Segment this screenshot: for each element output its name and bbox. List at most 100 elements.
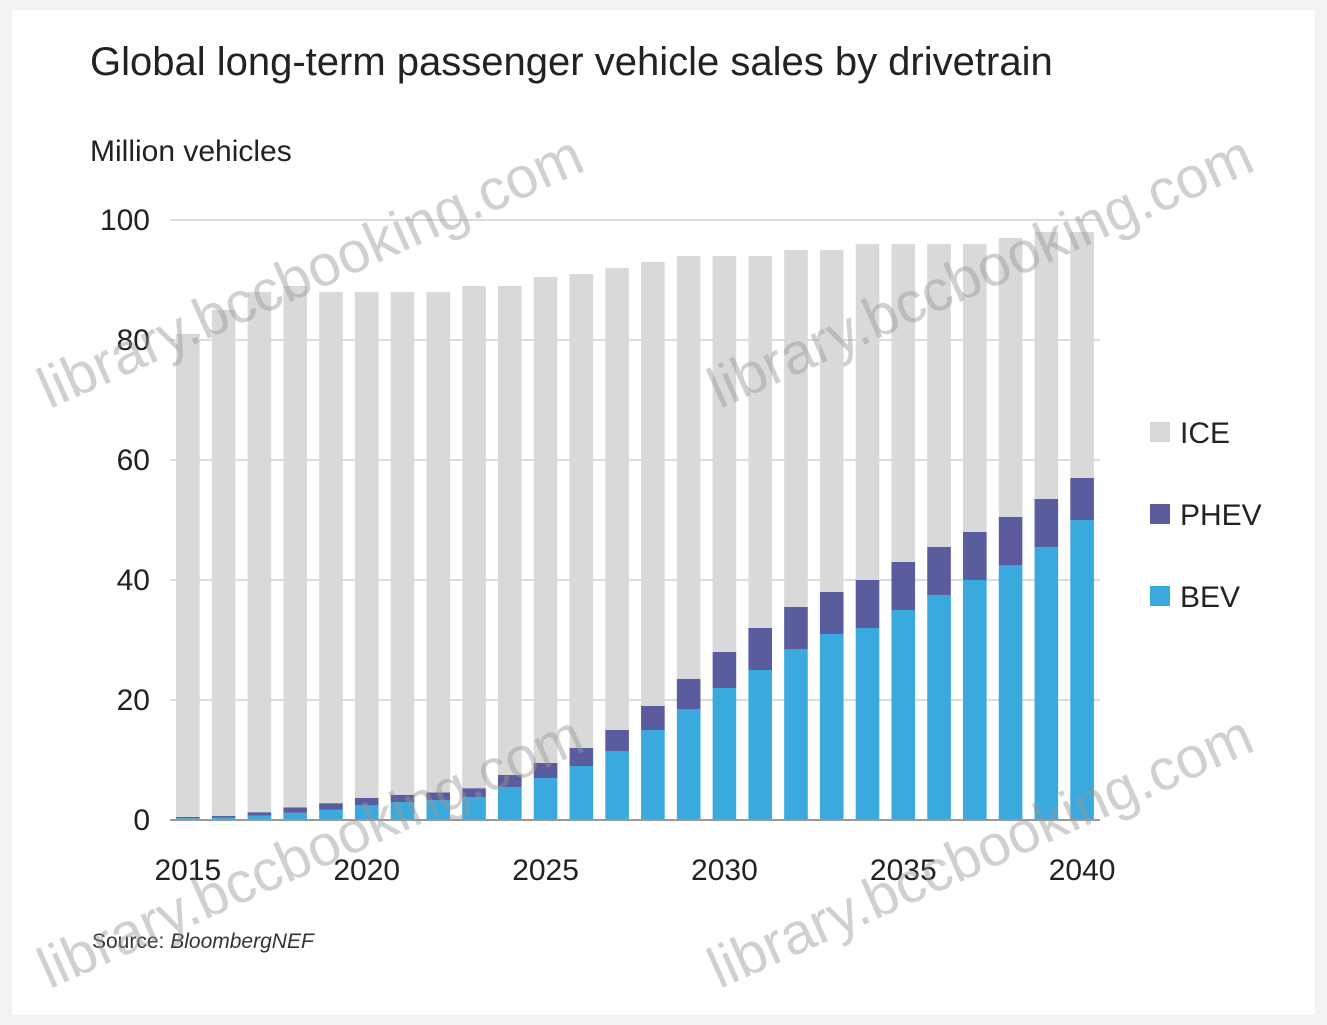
bar-phev-2033 — [819, 592, 844, 634]
bar-ice-2017 — [247, 292, 272, 813]
bar-ice-2024 — [498, 286, 522, 775]
bar-phev-2027 — [605, 730, 629, 751]
bar-ice-2039 — [1034, 232, 1059, 499]
bar-phev-2020 — [354, 797, 379, 805]
x-tick-label: 2015 — [155, 854, 222, 887]
bar-phev-2030 — [712, 652, 737, 688]
bar-phev-2026 — [569, 748, 594, 766]
bar-phev-2025 — [533, 763, 558, 778]
bar-bev-2018 — [283, 812, 307, 820]
bar-bev-2038 — [998, 565, 1023, 820]
bar-ice-2025 — [533, 277, 558, 763]
bar-ice-2019 — [319, 292, 343, 804]
source-note: Source: BloombergNEF — [92, 930, 314, 954]
x-tick-label: 2020 — [333, 854, 400, 887]
bar-ice-2022 — [426, 292, 451, 793]
bar-phev-2034 — [855, 580, 880, 628]
bar-phev-2029 — [676, 679, 701, 709]
bar-phev-2019 — [319, 803, 343, 810]
bar-bev-2027 — [605, 751, 629, 820]
bar-bev-2031 — [748, 670, 772, 820]
bar-ice-2034 — [855, 244, 880, 580]
bar-ice-2032 — [784, 250, 808, 607]
x-tick-label: 2035 — [870, 854, 937, 887]
bar-ice-2040 — [1070, 232, 1094, 478]
bar-bev-2021 — [390, 802, 415, 820]
y-tick-label: 80 — [117, 324, 150, 357]
bar-phev-2015 — [176, 817, 200, 819]
legend-label-bev: BEV — [1180, 581, 1240, 614]
bar-ice-2027 — [605, 268, 629, 730]
legend: ICE PHEV BEV — [1150, 417, 1262, 614]
legend-swatch-phev — [1150, 504, 1170, 524]
bar-ice-2035 — [891, 244, 916, 562]
chart-title: Global long-term passenger vehicle sales… — [90, 40, 1053, 84]
bar-bev-2033 — [819, 634, 844, 820]
bar-ice-2021 — [390, 292, 415, 795]
bar-bev-2039 — [1034, 547, 1059, 820]
bar-bev-2034 — [855, 628, 880, 820]
x-tick-label: 2025 — [512, 854, 579, 887]
bar-bev-2030 — [712, 688, 737, 820]
bar-ice-2031 — [748, 256, 772, 628]
bar-bev-2037 — [963, 580, 987, 820]
y-tick-label: 100 — [100, 204, 150, 237]
legend-swatch-ice — [1150, 422, 1170, 442]
y-tick-label: 60 — [117, 444, 150, 477]
y-axis-unit-label: Million vehicles — [90, 135, 292, 168]
bar-ice-2028 — [641, 262, 665, 706]
legend-label-phev: PHEV — [1180, 499, 1262, 532]
x-tick-label: 2040 — [1049, 854, 1116, 887]
bar-bev-2017 — [247, 815, 272, 820]
bars — [176, 232, 1094, 820]
bar-ice-2023 — [462, 286, 486, 789]
x-axis: 2015 2020 2025 2030 2035 2040 — [155, 819, 1116, 887]
bar-bev-2035 — [891, 610, 916, 820]
y-tick-label: 20 — [117, 684, 150, 717]
bar-bev-2026 — [569, 766, 594, 820]
bar-bev-2029 — [676, 709, 701, 820]
bar-phev-2024 — [498, 775, 522, 787]
bar-phev-2038 — [998, 517, 1023, 565]
bar-bev-2020 — [354, 805, 379, 820]
bar-bev-2023 — [462, 797, 486, 820]
bar-bev-2040 — [1070, 520, 1094, 820]
bar-bev-2036 — [927, 595, 951, 820]
bar-phev-2016 — [211, 815, 236, 818]
bar-ice-2020 — [354, 292, 379, 798]
bar-bev-2016 — [211, 817, 236, 820]
source-prefix: Source: — [92, 930, 165, 953]
bar-phev-2035 — [891, 562, 916, 610]
bar-phev-2039 — [1034, 499, 1059, 547]
bar-ice-2036 — [927, 244, 951, 547]
bar-phev-2021 — [390, 794, 415, 802]
bar-phev-2031 — [748, 628, 772, 670]
bar-phev-2017 — [247, 812, 272, 816]
bar-phev-2028 — [641, 706, 665, 730]
legend-label-ice: ICE — [1180, 417, 1230, 450]
bar-phev-2018 — [283, 807, 307, 813]
bar-ice-2029 — [676, 256, 701, 679]
bar-phev-2037 — [963, 532, 987, 580]
bar-phev-2023 — [462, 788, 486, 798]
y-tick-label: 40 — [117, 564, 150, 597]
bar-ice-2016 — [211, 310, 236, 816]
bar-bev-2019 — [319, 809, 343, 820]
bar-bev-2022 — [426, 800, 451, 820]
bar-bev-2025 — [533, 778, 558, 820]
bar-bev-2024 — [498, 787, 522, 820]
y-axis-tick-labels: 0 20 40 60 80 100 — [100, 204, 150, 837]
bar-bev-2032 — [784, 649, 808, 820]
bar-ice-2015 — [176, 334, 200, 817]
x-tick-label: 2030 — [691, 854, 758, 887]
bar-ice-2018 — [283, 286, 307, 808]
bar-ice-2037 — [963, 244, 987, 532]
legend-swatch-bev — [1150, 586, 1170, 606]
bar-phev-2022 — [426, 792, 451, 801]
bar-phev-2032 — [784, 607, 808, 649]
bar-phev-2036 — [927, 547, 951, 595]
bar-ice-2033 — [819, 250, 844, 592]
bar-ice-2026 — [569, 274, 594, 748]
bar-bev-2028 — [641, 730, 665, 820]
